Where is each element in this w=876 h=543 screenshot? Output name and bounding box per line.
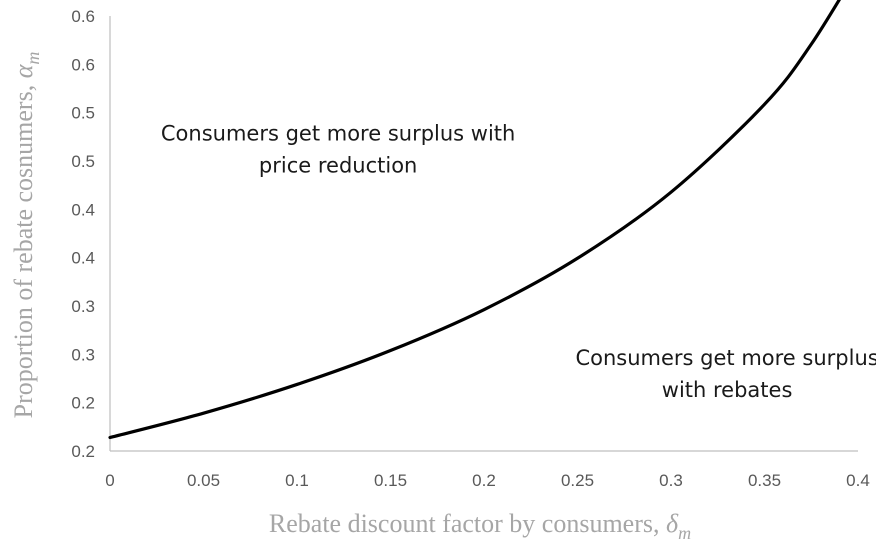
annotation: Consumers get more surplus with rebates <box>575 346 876 402</box>
axes <box>109 16 858 452</box>
x-tick-label: 0.4 <box>846 471 870 490</box>
annotation-line: with rebates <box>662 378 793 402</box>
y-tick-label: 0.4 <box>71 200 95 219</box>
y-tick-label: 0.2 <box>71 394 95 413</box>
annotation-line: Consumers get more surplus <box>575 346 876 370</box>
y-axis-title: Proportion of rebate cosnumers, αm <box>9 52 43 419</box>
annotation-line: Consumers get more surplus with <box>161 121 515 145</box>
x-tick-label: 0.25 <box>561 471 594 490</box>
series-line <box>108 0 842 440</box>
x-tick-label: 0.1 <box>285 471 309 490</box>
y-tick-label: 0.5 <box>71 104 95 123</box>
y-axis-symbol: α <box>9 63 38 78</box>
y-tick-label: 0.6 <box>71 55 95 74</box>
x-tick-label: 0.35 <box>748 471 781 490</box>
x-tick-label: 0.15 <box>374 471 407 490</box>
x-tick-label: 0 <box>105 471 114 490</box>
x-tick-label: 0.05 <box>187 471 220 490</box>
x-axis-symbol: δ <box>666 509 679 538</box>
series-layer <box>108 0 842 440</box>
annotation: Consumers get more surplus with price red… <box>161 121 515 177</box>
y-axis-subscript: m <box>23 52 43 65</box>
x-tick-label: 0.2 <box>472 471 496 490</box>
y-tick-label: 0.2 <box>71 442 95 461</box>
x-tick-labels: 0 0.05 0.1 0.15 0.2 0.25 0.3 0.35 0.4 <box>105 471 870 490</box>
y-tick-label: 0.5 <box>71 152 95 171</box>
x-axis-title-text: Rebate discount factor by consumers, <box>269 509 666 538</box>
y-tick-label: 0.3 <box>71 345 95 364</box>
x-axis-title: Rebate discount factor by consumers, δm <box>269 509 691 543</box>
annotation-line: price reduction <box>259 153 417 177</box>
x-tick-label: 0.3 <box>659 471 683 490</box>
y-tick-label: 0.6 <box>71 7 95 26</box>
annotation-layer: Consumers get more surplus with price red… <box>161 121 876 401</box>
x-axis-subscript: m <box>678 523 691 543</box>
y-tick-label: 0.3 <box>71 297 95 316</box>
y-axis-title-text: Proportion of rebate cosnumers, <box>9 78 38 418</box>
y-tick-label: 0.4 <box>71 249 95 268</box>
y-tick-labels: 0.2 0.2 0.3 0.3 0.4 0.4 0.5 0.5 0.6 0.6 <box>71 7 95 461</box>
